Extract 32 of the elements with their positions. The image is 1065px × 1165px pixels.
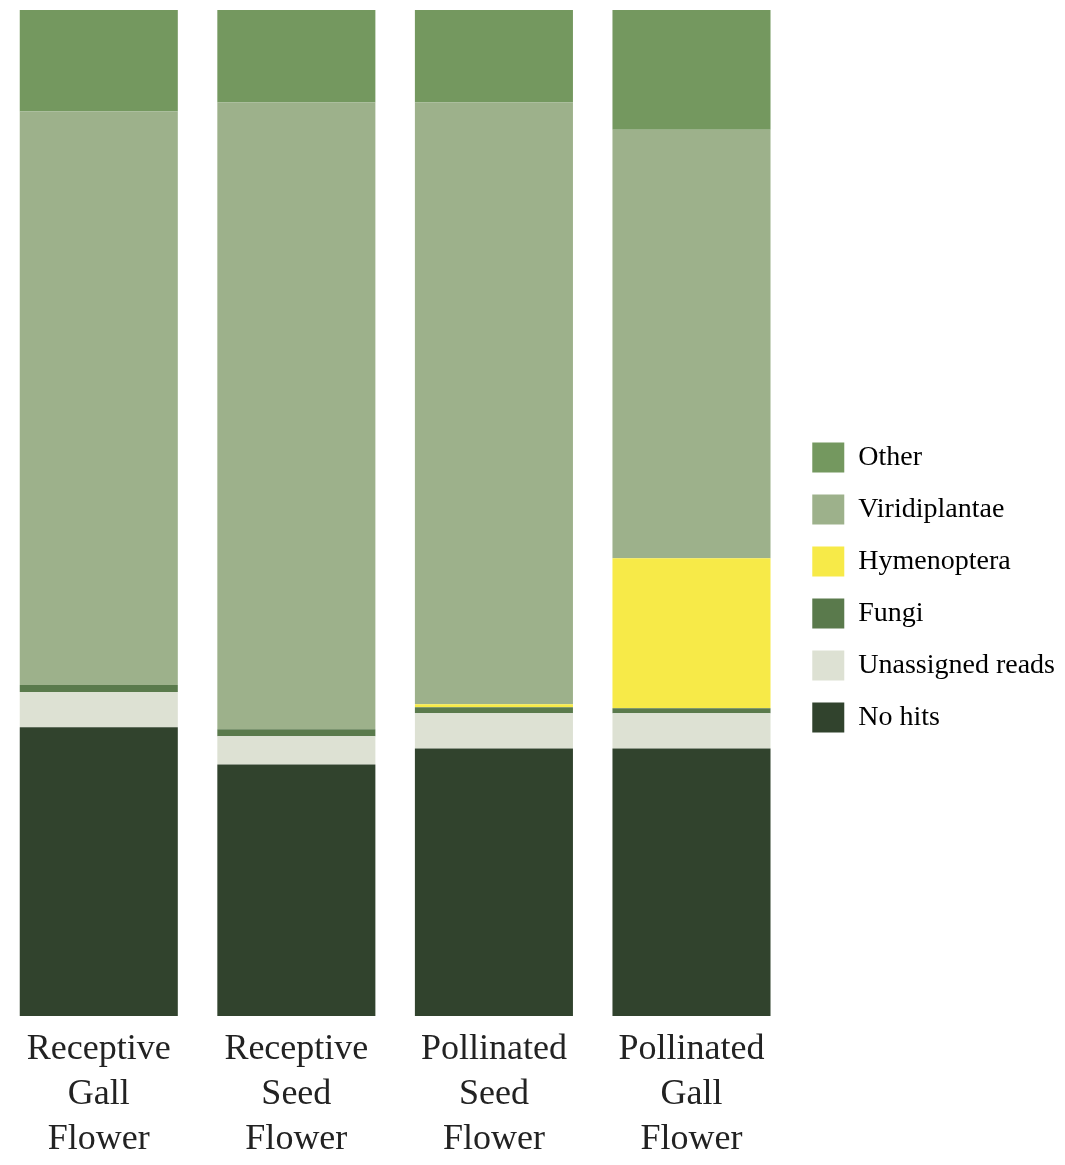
- bar: [612, 748, 771, 1016]
- bar: [217, 10, 376, 103]
- bar: [612, 713, 771, 749]
- bar: [612, 708, 771, 714]
- bar: [612, 558, 771, 709]
- legend-label: Viridiplantae: [858, 491, 1005, 523]
- bar: [19, 685, 178, 693]
- bar: [414, 713, 573, 749]
- bar: [414, 102, 573, 705]
- x-tick-label: Pollinated Seed Flower: [420, 1026, 567, 1157]
- bar: [19, 692, 178, 728]
- bar: [414, 707, 573, 714]
- bar: [19, 10, 178, 112]
- bar: [414, 748, 573, 1016]
- x-tick-label: Pollinated Gall Flower: [618, 1026, 765, 1157]
- bar: [217, 729, 376, 737]
- legend-label: Hymenoptera: [858, 543, 1012, 575]
- legend-label: Unassigned reads: [858, 647, 1056, 679]
- x-tick-label: Receptive Gall Flower: [26, 1026, 171, 1157]
- bar: [612, 129, 771, 559]
- bar: [19, 727, 178, 1016]
- bar: [217, 102, 376, 730]
- bar: [217, 736, 376, 765]
- legend-label: No hits: [858, 699, 940, 731]
- bar: [612, 10, 771, 130]
- bar: [414, 704, 573, 708]
- bar: [19, 111, 178, 686]
- bar: [414, 10, 573, 103]
- legend-label: Fungi: [858, 595, 924, 627]
- bar: [217, 764, 376, 1016]
- legend-label: Other: [858, 439, 923, 471]
- x-tick-label: Receptive Seed Flower: [224, 1026, 369, 1157]
